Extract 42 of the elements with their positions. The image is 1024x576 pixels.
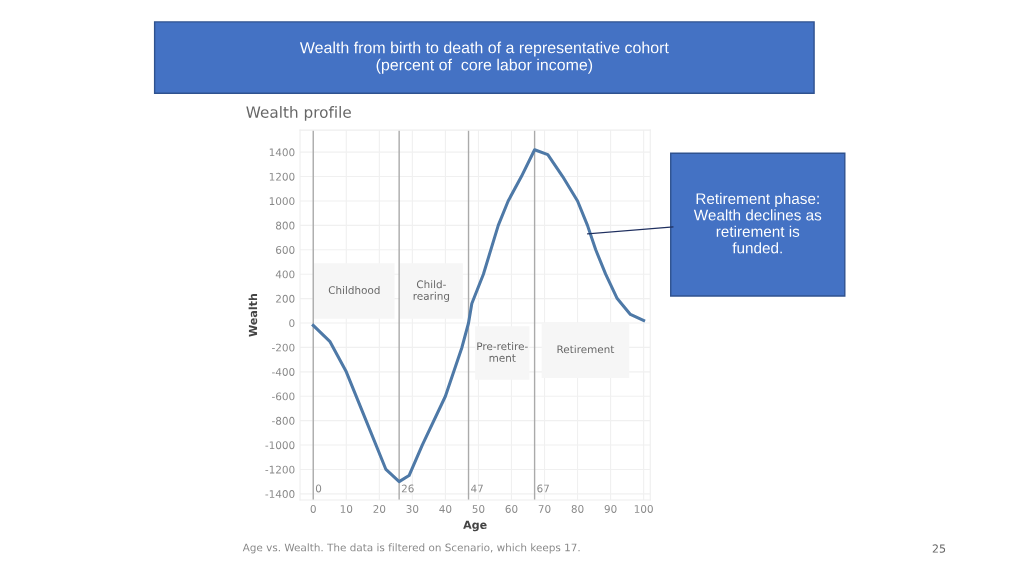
y-tick-label: 1400 <box>269 148 295 157</box>
y-tick-label: 1000 <box>269 197 295 206</box>
annotation: Childhood <box>328 285 380 295</box>
x-tick-label: 0 <box>310 505 316 513</box>
y-tick-label: 200 <box>276 294 295 303</box>
y-tick-label: -1400 <box>265 490 295 498</box>
line-series <box>311 148 646 484</box>
text: Age vs. Wealth. The data is filtered on Scenario, which keeps 17. <box>242 543 580 554</box>
x-tick-label: 30 <box>406 505 419 513</box>
x-axis-title: Age <box>463 520 487 532</box>
y-tick-label: -1000 <box>265 441 295 450</box>
text: 25 <box>932 544 946 553</box>
x-tick-label: 40 <box>439 505 452 513</box>
y-tick-label: 0 <box>289 319 295 328</box>
y-tick-label: -600 <box>272 392 295 401</box>
x-tick-label: 70 <box>538 505 551 513</box>
text: Retirement phase: Wealth declines as retirement is funded. <box>693 192 822 254</box>
annotation: Pre-retire- ment <box>477 342 528 362</box>
ref-line-label: 67 <box>537 484 549 493</box>
x-tick-label: 50 <box>472 505 485 513</box>
y-tick-label: 800 <box>275 221 295 230</box>
annotation: Child- rearing <box>413 280 450 302</box>
chart-subtitle: Wealth profile <box>246 106 351 121</box>
y-tick-label: -800 <box>272 416 295 425</box>
x-tick-label: 80 <box>571 505 584 513</box>
y-axis-title: Wealth <box>248 293 258 337</box>
y-tick-label: 600 <box>276 246 295 254</box>
annotation: Retirement <box>557 345 615 354</box>
x-tick-label: 100 <box>634 505 653 513</box>
ref-line-label: 0 <box>315 484 322 493</box>
y-tick-label: -1200 <box>265 465 295 474</box>
y-tick-label: -400 <box>272 368 295 376</box>
x-tick-label: 20 <box>373 505 386 513</box>
x-tick-label: 60 <box>505 505 518 513</box>
x-tick-label: 90 <box>604 505 617 513</box>
y-tick-label: -200 <box>272 343 295 352</box>
y-tick-label: 400 <box>275 270 295 279</box>
x-tick-label: 10 <box>340 505 353 513</box>
chart-title: Wealth from birth to death of a representative cohort (percent of core labor income) <box>299 41 669 74</box>
ref-line-label: 47 <box>471 484 483 493</box>
ref-line-label: 26 <box>401 484 414 493</box>
y-tick-label: 1200 <box>269 172 295 181</box>
